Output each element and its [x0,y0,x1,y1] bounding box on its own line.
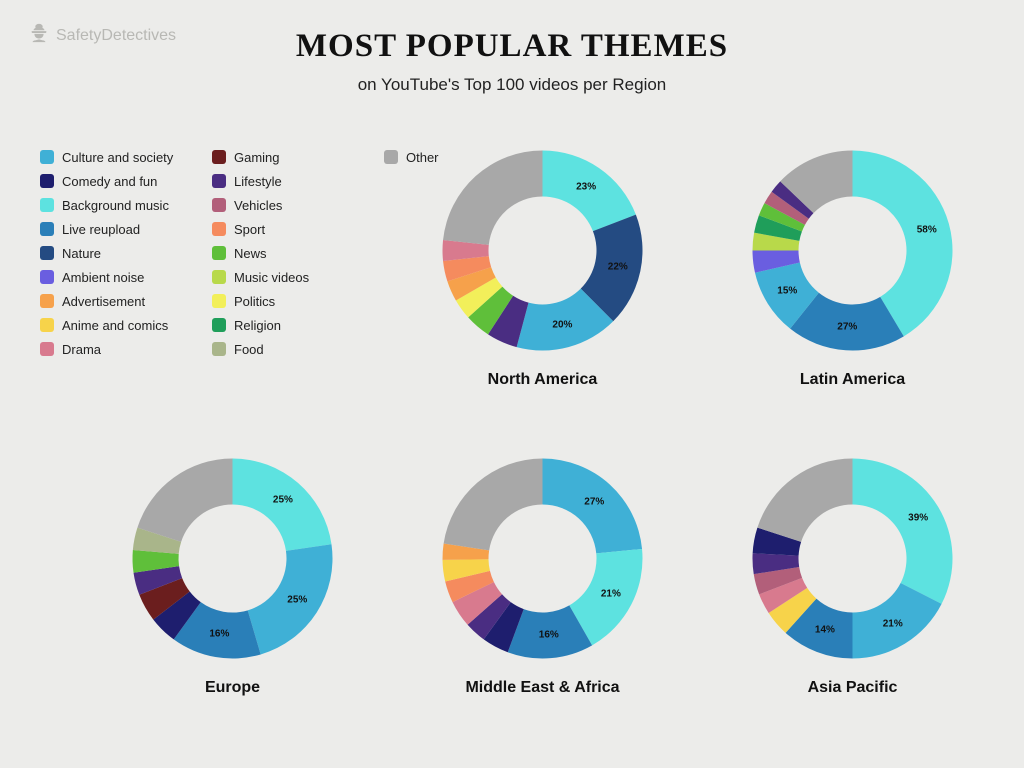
legend-item: Religion [212,316,372,334]
chart-latin-america: 58% 27% 15% Latin America [740,138,965,389]
legend-item: Live reupload [40,220,200,238]
legend-item: Vehicles [212,196,372,214]
legend-label: Food [234,342,264,357]
legend-item: Food [212,340,372,358]
donut-slice [443,151,542,245]
slice-percent-label: 58% [917,225,937,236]
slice-percent-label: 21% [883,619,903,630]
legend-swatch [212,150,226,164]
legend-swatch [212,270,226,284]
donut-slice [757,459,852,542]
legend-swatch [40,342,54,356]
legend-label: Live reupload [62,222,140,237]
legend-label: Gaming [234,150,280,165]
chart-north-america: 23% 22% 20% North America [430,138,655,389]
chart-asia-pacific: 39% 21% 14% Asia Pacific [740,446,965,697]
legend-item: Music videos [212,268,372,286]
legend-swatch [40,294,54,308]
legend-swatch [40,246,54,260]
chart-label: Middle East & Africa [430,679,655,697]
legend-label: Ambient noise [62,270,144,285]
legend-swatch [212,222,226,236]
legend-label: Culture and society [62,150,173,165]
legend-item: News [212,244,372,262]
legend-swatch [384,150,398,164]
slice-percent-label: 23% [576,182,596,193]
legend-swatch [40,318,54,332]
legend-label: Music videos [234,270,309,285]
chart-europe: 25% 25% 16% Europe [120,446,345,697]
legend-swatch [212,198,226,212]
chart-label: Latin America [740,371,965,389]
legend-item: Comedy and fun [40,172,200,190]
legend-swatch [40,198,54,212]
legend-label: News [234,246,267,261]
legend-swatch [40,150,54,164]
brand-name: SafetyDetectives [56,27,176,45]
legend-label: Politics [234,294,275,309]
donut-chart: 39% 21% 14% [740,446,965,671]
slice-percent-label: 25% [287,595,307,606]
legend-label: Sport [234,222,265,237]
detective-icon [28,22,50,49]
legend-label: Advertisement [62,294,145,309]
slice-percent-label: 27% [837,322,857,333]
legend-swatch [40,270,54,284]
donut-chart: 23% 22% 20% [430,138,655,363]
donut-chart: 58% 27% 15% [740,138,965,363]
chart-middle-east-africa: 27% 21% 16% Middle East & Africa [430,446,655,697]
legend-item: Nature [40,244,200,262]
legend-swatch [212,246,226,260]
slice-percent-label: 22% [608,261,628,272]
slice-percent-label: 25% [273,495,293,506]
legend-item: Anime and comics [40,316,200,334]
slice-percent-label: 21% [601,588,621,599]
donut-slice [444,459,543,551]
legend-swatch [212,294,226,308]
slice-percent-label: 15% [777,286,797,297]
donut-slice [853,459,953,604]
legend-swatch [40,222,54,236]
legend-label: Lifestyle [234,174,282,189]
legend-item: Drama [40,340,200,358]
donut-chart: 25% 25% 16% [120,446,345,671]
slice-percent-label: 16% [209,629,229,640]
chart-label: North America [430,371,655,389]
legend-swatch [212,174,226,188]
donut-slice [137,459,232,542]
legend-label: Comedy and fun [62,174,157,189]
legend-item: Advertisement [40,292,200,310]
legend-swatch [212,318,226,332]
slice-percent-label: 16% [539,630,559,641]
legend-swatch [212,342,226,356]
legend-label: Religion [234,318,281,333]
legend-label: Background music [62,198,169,213]
donut-chart: 27% 21% 16% [430,446,655,671]
legend: Culture and society Comedy and fun Backgro… [40,148,380,378]
legend-label: Anime and comics [62,318,168,333]
legend-label: Nature [62,246,101,261]
legend-swatch [40,174,54,188]
chart-label: Asia Pacific [740,679,965,697]
legend-item: Sport [212,220,372,238]
legend-item: Culture and society [40,148,200,166]
page-subtitle: on YouTube's Top 100 videos per Region [0,75,1024,95]
slice-percent-label: 39% [908,513,928,524]
legend-label: Vehicles [234,198,282,213]
chart-label: Europe [120,679,345,697]
legend-item: Politics [212,292,372,310]
legend-item: Ambient noise [40,268,200,286]
slice-percent-label: 27% [584,496,604,507]
legend-label: Drama [62,342,101,357]
slice-percent-label: 14% [815,625,835,636]
legend-item: Gaming [212,148,372,166]
slice-percent-label: 20% [552,319,572,330]
legend-item: Background music [40,196,200,214]
legend-item: Lifestyle [212,172,372,190]
brand-logo: SafetyDetectives [28,22,176,49]
